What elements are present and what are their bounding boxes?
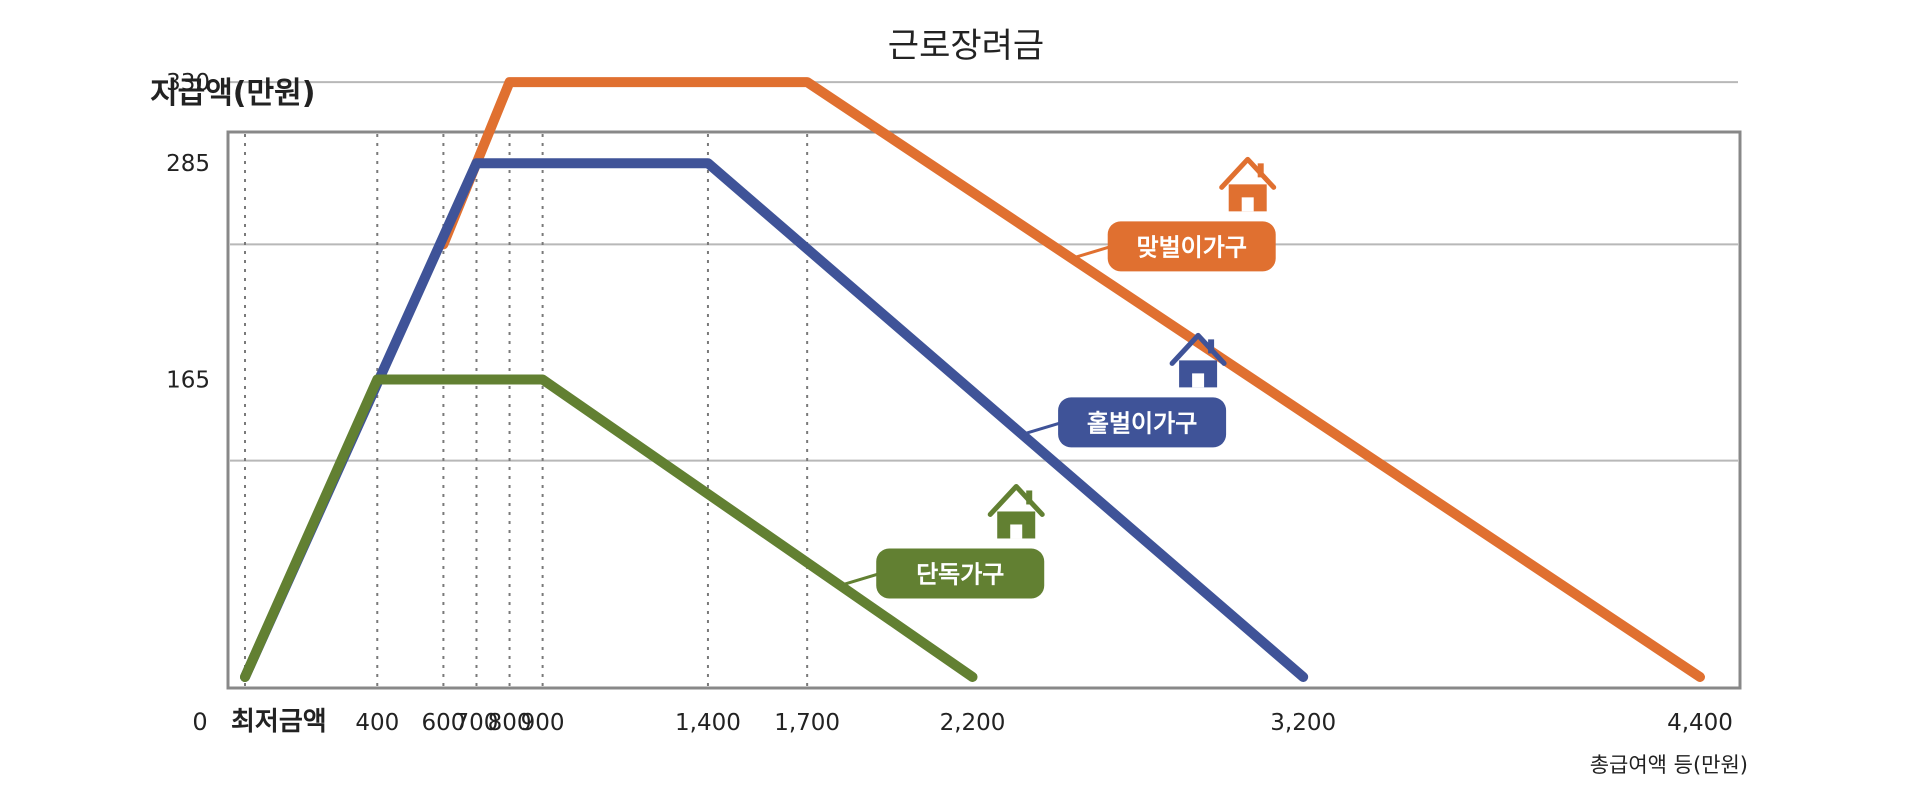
x-tick-label: 4,400 bbox=[1667, 710, 1733, 736]
series-line-2 bbox=[240, 374, 978, 682]
house-door bbox=[1010, 524, 1023, 539]
house-chimney bbox=[1257, 163, 1264, 178]
label-text: 홑벌이가구 bbox=[1087, 409, 1197, 437]
house-chimney bbox=[1026, 490, 1033, 505]
x-tick-label: 600 bbox=[421, 710, 465, 736]
x-axis-title: 총급여액 등(만원) bbox=[1590, 753, 1748, 777]
house-roof bbox=[1219, 156, 1277, 190]
label-text: 단독가구 bbox=[916, 560, 1004, 588]
series-layer bbox=[240, 77, 1705, 682]
x-tick-label: 900 bbox=[521, 710, 565, 736]
house-door bbox=[1192, 373, 1205, 388]
label-leader bbox=[839, 572, 881, 587]
house-icon bbox=[1169, 332, 1227, 388]
axis-labels: 지급액(만원) 총급여액 등(만원) 0 최저금액 165 285 330 400 60… bbox=[150, 70, 1748, 777]
house-chimney bbox=[1208, 339, 1215, 354]
x-origin-label: 0 bbox=[192, 708, 207, 736]
house-icon bbox=[1219, 156, 1277, 212]
house-roof bbox=[1169, 332, 1227, 366]
x-min-label: 최저금액 bbox=[231, 707, 327, 737]
x-tick-label: 2,200 bbox=[940, 710, 1006, 736]
y-axis-title: 지급액(만원) bbox=[150, 76, 315, 111]
x-tick-label: 700 bbox=[455, 710, 499, 736]
page-title: 근로장려금 bbox=[887, 26, 1045, 66]
x-tick-label: 1,700 bbox=[774, 710, 840, 736]
label-leader bbox=[1071, 244, 1113, 260]
house-roof bbox=[987, 483, 1045, 517]
x-tick-label: 3,200 bbox=[1270, 710, 1336, 736]
x-tick-label: 400 bbox=[355, 710, 399, 736]
label-leader bbox=[1021, 420, 1063, 436]
y-tick-label: 330 bbox=[166, 70, 210, 96]
label-badge bbox=[1107, 221, 1276, 272]
y-tick-label: 285 bbox=[166, 151, 210, 177]
x-tick-label: 1,400 bbox=[675, 710, 741, 736]
y-tick-label: 165 bbox=[166, 368, 210, 394]
grid-layer bbox=[230, 81, 1738, 462]
label-badge bbox=[1058, 397, 1227, 448]
x-tick-label: 800 bbox=[488, 710, 532, 736]
house-icon bbox=[987, 483, 1045, 539]
house-door bbox=[1241, 197, 1254, 212]
label-text: 맞벌이가구 bbox=[1137, 233, 1247, 261]
label-badge bbox=[876, 548, 1045, 599]
